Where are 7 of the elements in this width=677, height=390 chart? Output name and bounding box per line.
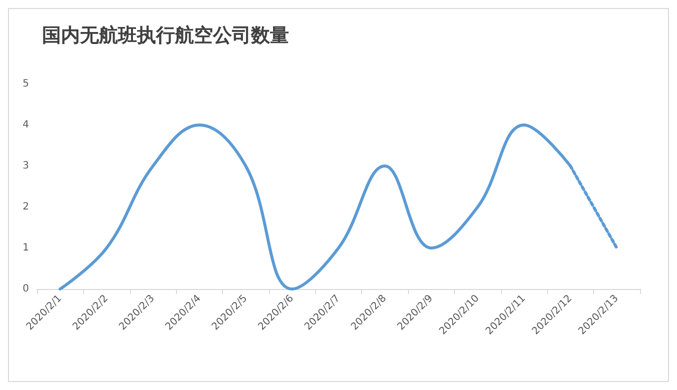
y-tick-label: 3 — [22, 160, 29, 172]
y-tick-label: 4 — [22, 120, 29, 130]
y-tick-label: 2 — [22, 202, 29, 212]
y-tick-label: 5 — [22, 78, 29, 90]
y-tick-label: 1 — [22, 242, 29, 254]
chart-title: 国内无航班执行航空公司数量 — [42, 24, 289, 46]
y-tick-label: 0 — [22, 284, 29, 294]
